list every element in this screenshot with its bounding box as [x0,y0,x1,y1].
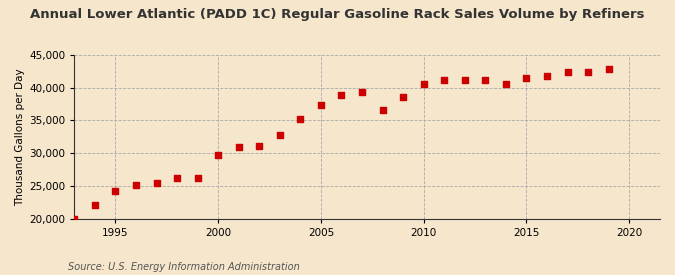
Point [69,217,80,221]
Point [295,117,306,121]
Point [315,103,326,107]
Point [418,82,429,87]
Point [356,90,367,94]
Point [130,183,141,187]
Point [171,176,182,180]
Point [562,70,573,74]
Point [521,76,532,80]
Text: Source: U.S. Energy Information Administration: Source: U.S. Energy Information Administ… [68,262,299,272]
Point [500,82,511,87]
Y-axis label: Thousand Gallons per Day: Thousand Gallons per Day [15,68,25,206]
Point [398,95,408,99]
Text: Annual Lower Atlantic (PADD 1C) Regular Gasoline Rack Sales Volume by Refiners: Annual Lower Atlantic (PADD 1C) Regular … [30,8,645,21]
Point [110,189,121,193]
Point [213,152,223,157]
Point [254,144,265,148]
Point [541,74,552,79]
Point [151,181,162,185]
Point [192,175,203,180]
Point [234,145,244,149]
Point [377,108,388,112]
Point [460,78,470,82]
Point [90,202,101,207]
Point [583,70,593,75]
Point [275,133,286,137]
Point [336,93,347,98]
Point [603,67,614,72]
Point [480,78,491,82]
Point [439,78,450,82]
